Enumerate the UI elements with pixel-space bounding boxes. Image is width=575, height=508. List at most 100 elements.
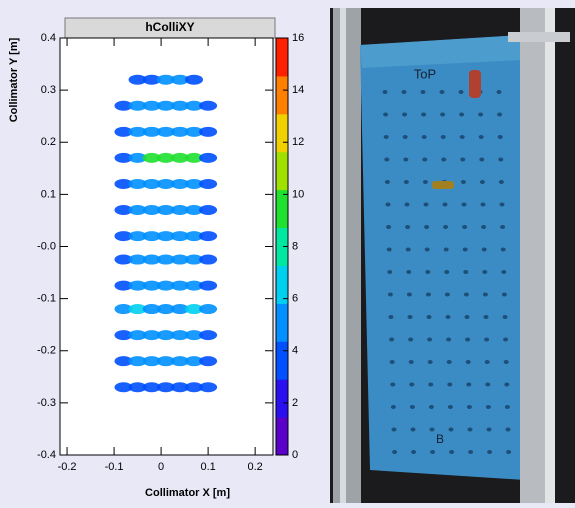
hole [388,315,394,319]
hole [390,382,396,387]
hole [411,450,417,454]
x-tick-label: -0.2 [58,461,77,473]
hole [405,225,411,229]
hole [422,180,428,184]
spot [170,74,189,85]
spot [185,100,204,111]
hole [439,90,445,94]
spot [156,280,175,291]
x-tick-label: -0.1 [105,461,124,473]
spot [199,178,218,189]
hole [498,180,504,184]
spot [128,178,147,189]
hole [390,405,396,409]
spot [170,356,189,367]
spot [128,152,147,163]
spot [128,304,147,315]
hole [421,135,427,139]
hole [486,427,492,432]
spot [199,152,218,163]
y-tick-label: 0.1 [41,188,56,200]
hole [387,292,393,297]
spot [156,74,175,85]
hole [443,225,449,229]
spot [142,74,161,85]
spot [170,382,189,393]
hole [408,337,414,342]
hole [444,270,450,274]
hole [440,135,446,139]
hole [448,427,454,432]
hole [403,157,409,162]
blue-panel [360,35,525,480]
spot [156,382,175,393]
hole [485,405,491,409]
photo-label: B [436,432,444,446]
hole [480,202,486,207]
spot [114,152,133,163]
spot [170,126,189,137]
z-tick-label: 14 [292,84,304,96]
spot [114,100,133,111]
hole [496,90,502,94]
hole [425,292,431,297]
hole [468,450,474,454]
color-step [276,151,288,191]
spot [185,74,204,85]
spot [156,205,175,216]
spot [170,178,189,189]
spot [185,280,204,291]
spot [185,178,204,189]
hole [446,360,452,364]
spot [170,254,189,265]
color-step [276,303,288,342]
spot [170,330,189,341]
spot [156,126,175,137]
hole [382,90,388,94]
hole [458,90,464,94]
rod [432,181,454,189]
spot [128,280,147,291]
y-axis-title: Collimator Y [m] [8,37,20,122]
hole [404,202,410,207]
y-tick-label: -0.1 [37,293,56,305]
hole [408,360,414,364]
color-step [276,341,288,380]
hole [428,382,434,387]
spot [114,126,133,137]
hole [430,450,436,454]
spot [142,100,161,111]
hole [498,157,504,162]
hole [427,337,433,342]
hole [409,405,415,409]
spot [185,356,204,367]
hole [462,247,468,252]
hole [446,337,452,342]
spot [199,382,218,393]
hole [478,135,484,139]
hole [497,135,503,139]
hole [464,315,470,319]
y-tick-label: -0.0 [37,240,56,252]
hole [409,382,415,387]
x-axis-title: Collimator X [m] [145,487,230,499]
hole [482,292,488,297]
hole [482,270,488,274]
spot [128,100,147,111]
z-tick-label: 0 [292,449,298,461]
spot [199,356,218,367]
hole [422,157,428,162]
spot [170,280,189,291]
hole [426,315,432,319]
hole [389,337,395,342]
hole [424,247,430,252]
color-step [276,75,288,115]
z-tick-label: 6 [292,293,298,305]
hole [485,382,491,387]
hole [500,225,506,229]
hole [384,157,390,162]
spot [142,280,161,291]
z-tick-label: 4 [292,345,298,357]
spot [156,100,175,111]
x-tick-label: 0 [158,461,164,473]
